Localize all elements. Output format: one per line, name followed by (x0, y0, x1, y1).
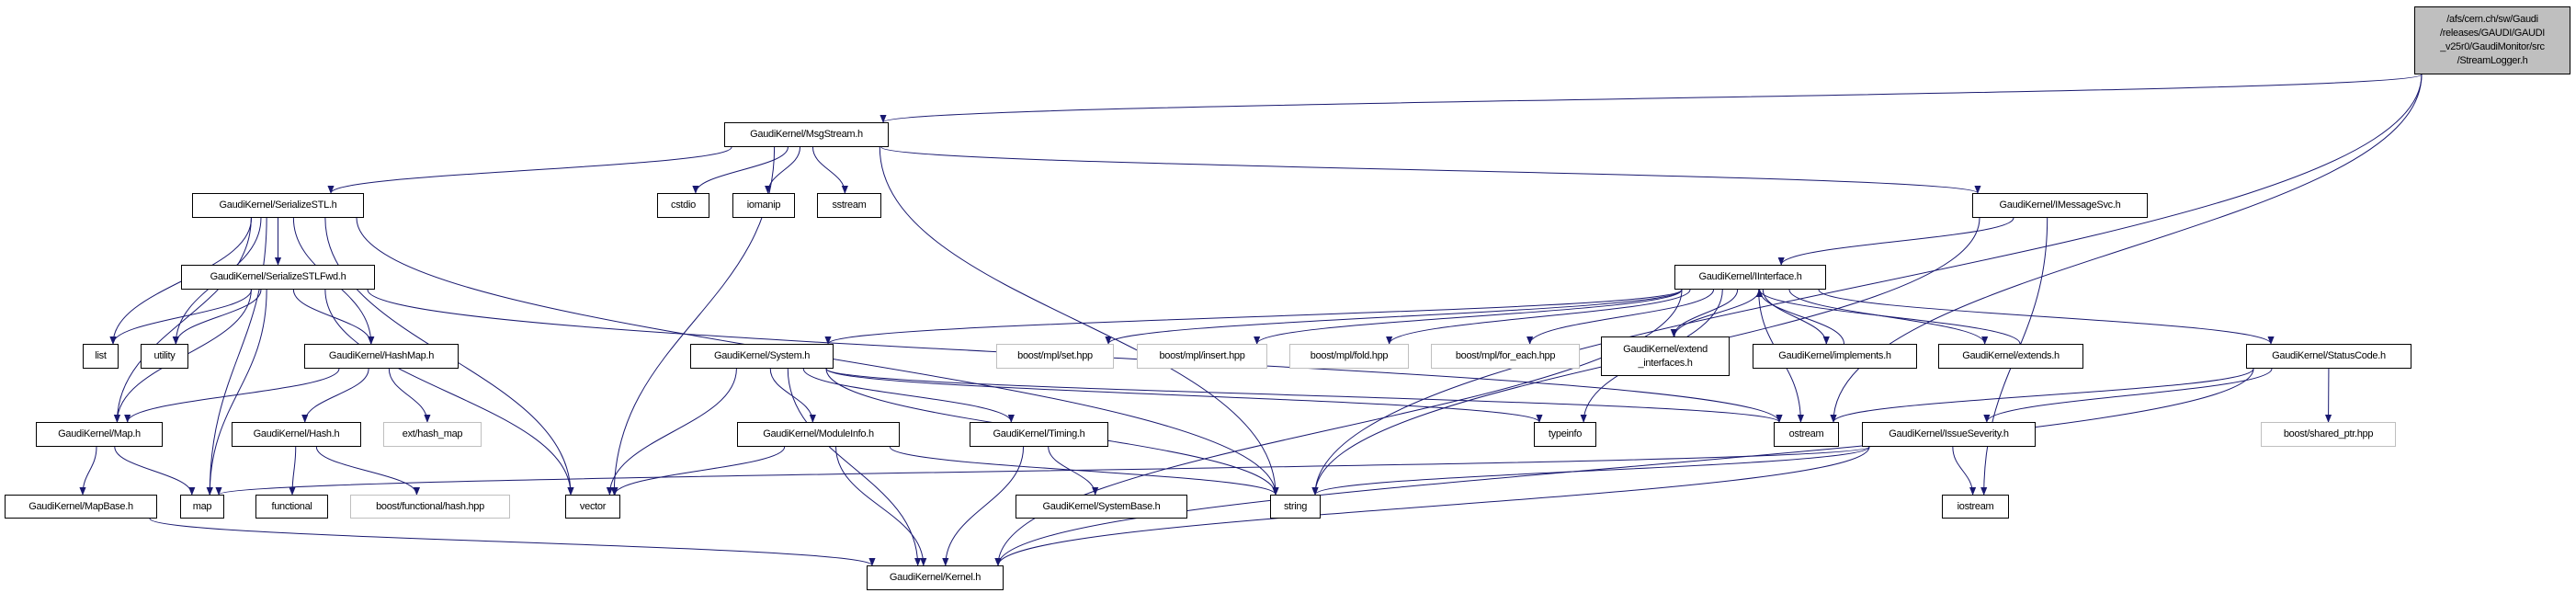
node-root[interactable]: /afs/cern.ch/sw/Gaudi /releases/GAUDI/GA… (2414, 6, 2570, 74)
edge-msgstream-to-string (879, 146, 1279, 496)
edge-hash-to-functional (289, 446, 297, 496)
node-mplset: boost/mpl/set.hpp (996, 344, 1114, 369)
node-list[interactable]: list (83, 344, 119, 369)
edge-extends-to-iinterface (1755, 289, 2021, 345)
node-statuscode[interactable]: GaudiKernel/StatusCode.h (2246, 344, 2411, 369)
node-maph[interactable]: GaudiKernel/Map.h (36, 422, 163, 447)
edge-msgstream-to-iomanip (765, 146, 801, 194)
edge-serializestlfwd-to-map (206, 289, 267, 496)
edge-iinterface-to-mplfold (1386, 289, 1691, 345)
node-implements[interactable]: GaudiKernel/implements.h (1753, 344, 1917, 369)
edge-msgstream-to-sstream (811, 146, 848, 194)
edge-statuscode-to-issueseverity (1983, 368, 2273, 423)
node-cstdio[interactable]: cstdio (657, 193, 709, 218)
node-hashmap[interactable]: GaudiKernel/HashMap.h (304, 344, 459, 369)
edge-moduleinfo-to-vector (611, 446, 786, 496)
edge-issueseverity-to-string (1311, 446, 1870, 496)
node-sharedptr: boost/shared_ptr.hpp (2261, 422, 2396, 447)
edge-iinterface-to-statuscode (1818, 289, 2275, 345)
edge-serializestlfwd-to-list (109, 289, 253, 345)
edge-moduleinfo-to-kernel (835, 446, 927, 566)
edge-iinterface-to-mplinsert (1254, 289, 1683, 345)
node-kernel[interactable]: GaudiKernel/Kernel.h (867, 565, 1004, 590)
edge-iinterface-to-extendif (1670, 289, 1739, 337)
node-system[interactable]: GaudiKernel/System.h (690, 344, 834, 369)
edge-iinterface-to-system (824, 289, 1683, 345)
node-functional[interactable]: functional (255, 495, 328, 519)
edge-implements-to-iinterface (1755, 289, 1844, 345)
edge-serializestl-to-maph (113, 217, 252, 423)
node-issueseverity[interactable]: GaudiKernel/IssueSeverity.h (1862, 422, 2036, 447)
edge-system-to-kernel (787, 368, 922, 566)
edge-issueseverity-to-iostream (1952, 446, 1977, 496)
edge-serializestl-to-map (206, 217, 267, 496)
node-map[interactable]: map (180, 495, 224, 519)
node-moduleinfo[interactable]: GaudiKernel/ModuleInfo.h (737, 422, 900, 447)
edge-statuscode-to-ostream (1830, 368, 2254, 423)
edge-iinterface-to-mplset (1105, 289, 1683, 345)
node-typeinfo[interactable]: typeinfo (1534, 422, 1596, 447)
edge-serializestlfwd-to-vector (324, 289, 574, 496)
node-iostream[interactable]: iostream (1942, 495, 2009, 519)
node-serializestl[interactable]: GaudiKernel/SerializeSTL.h (192, 193, 364, 218)
edge-root-to-ostream (1830, 74, 2423, 423)
node-funchash: boost/functional/hash.hpp (350, 495, 510, 519)
node-serializestlfwd[interactable]: GaudiKernel/SerializeSTLFwd.h (181, 265, 375, 290)
node-iinterface[interactable]: GaudiKernel/IInterface.h (1674, 265, 1826, 290)
node-mplforeach: boost/mpl/for_each.hpp (1431, 344, 1580, 369)
edge-system-to-timing (802, 368, 1015, 423)
node-iomanip[interactable]: iomanip (732, 193, 795, 218)
edge-extendif-to-iinterface (1674, 289, 1764, 337)
edge-issueseverity-to-map (216, 446, 1870, 496)
edge-iinterface-to-mplforeach (1526, 289, 1715, 345)
node-timing[interactable]: GaudiKernel/Timing.h (970, 422, 1108, 447)
edge-hashmap-to-hash (301, 368, 369, 423)
edge-iinterface-to-implements (1762, 289, 1830, 345)
node-extends[interactable]: GaudiKernel/extends.h (1938, 344, 2083, 369)
node-sstream[interactable]: sstream (817, 193, 881, 218)
edge-msgstream-to-imessagesvc (880, 146, 1981, 194)
edge-root-to-msgstream (879, 74, 2423, 123)
node-mplfold: boost/mpl/fold.hpp (1289, 344, 1409, 369)
edge-timing-to-kernel (942, 446, 1025, 566)
node-utility[interactable]: utility (141, 344, 188, 369)
edge-system-to-ostream (825, 368, 1783, 423)
edge-system-to-typeinfo (825, 368, 1543, 423)
node-extendif[interactable]: GaudiKernel/extend _interfaces.h (1601, 336, 1730, 376)
edge-imessagesvc-to-iinterface (1777, 217, 2014, 266)
node-ostream[interactable]: ostream (1774, 422, 1839, 447)
edge-issueseverity-to-kernel (994, 446, 1870, 566)
edge-maph-to-map (114, 446, 196, 496)
node-systembase[interactable]: GaudiKernel/SystemBase.h (1016, 495, 1187, 519)
node-exthashmap: ext/hash_map (383, 422, 482, 447)
edge-moduleinfo-to-string (889, 446, 1279, 496)
edge-system-to-moduleinfo (769, 368, 816, 423)
edge-hash-to-funchash (315, 446, 421, 496)
edge-statuscode-to-kernel (994, 368, 2254, 566)
node-string[interactable]: string (1270, 495, 1321, 519)
edge-mapbase-to-kernel (149, 518, 876, 566)
node-msgstream[interactable]: GaudiKernel/MsgStream.h (724, 122, 889, 147)
node-mapbase[interactable]: GaudiKernel/MapBase.h (5, 495, 157, 519)
edge-serializestlfwd-to-hashmap (292, 289, 375, 345)
edge-maph-to-mapbase (79, 446, 97, 496)
edge-serializestlfwd-to-utility (172, 289, 262, 345)
node-imessagesvc[interactable]: GaudiKernel/IMessageSvc.h (1972, 193, 2148, 218)
edge-hashmap-to-maph (124, 368, 340, 423)
edge-msgstream-to-cstdio (692, 146, 789, 194)
edge-system-to-vector (606, 368, 737, 496)
edge-hashmap-to-exthashmap (388, 368, 431, 423)
node-vector[interactable]: vector (565, 495, 620, 519)
node-mplinsert: boost/mpl/insert.hpp (1137, 344, 1267, 369)
edge-msgstream-to-serializestl (327, 146, 732, 194)
node-hash[interactable]: GaudiKernel/Hash.h (232, 422, 361, 447)
